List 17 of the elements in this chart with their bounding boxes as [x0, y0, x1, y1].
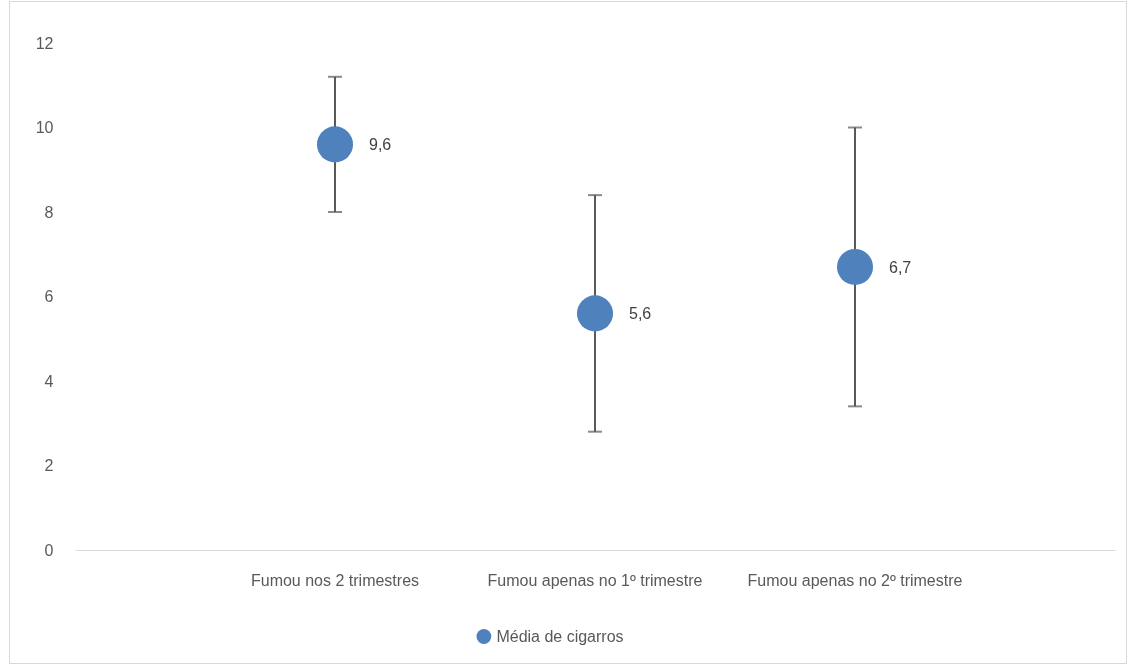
x-tick-label: Fumou apenas no 2º trimestre: [747, 571, 963, 589]
y-tick-label: 4: [44, 372, 54, 390]
point: [576, 295, 614, 332]
legend-label: Média de cigarros: [496, 627, 624, 645]
x-tick-label: Fumou apenas no 1º trimestre: [487, 571, 703, 589]
y-tick-label: 12: [35, 34, 54, 52]
point: [316, 126, 354, 163]
y-tick-label: 6: [44, 288, 54, 305]
data-label: 9,6: [369, 136, 392, 154]
y-tick-label: 8: [44, 203, 54, 221]
y-tick-label: 10: [35, 119, 54, 136]
y-tick-label: 0: [44, 541, 54, 559]
data-label: 6,7: [889, 258, 912, 276]
data-label: 5,6: [629, 305, 652, 323]
point: [836, 248, 874, 285]
y-tick-label: 2: [44, 457, 54, 474]
x-tick-label: Fumou nos 2 trimestres: [250, 571, 420, 589]
